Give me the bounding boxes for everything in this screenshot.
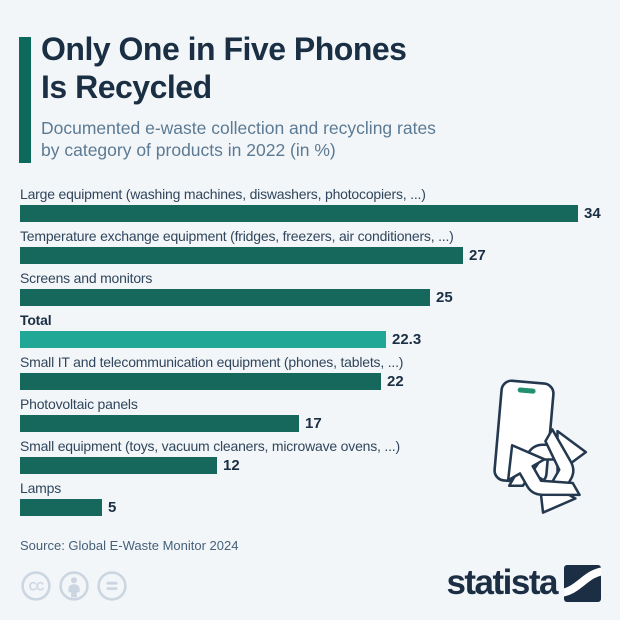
page-title: Only One in Five Phones Is Recycled: [41, 30, 407, 106]
bar: [20, 415, 299, 432]
svg-text:CC: CC: [29, 582, 44, 594]
category-label: Temperature exchange equipment (fridges,…: [20, 228, 454, 244]
attribution-person-icon: [59, 571, 89, 601]
category-label: Large equipment (washing machines, diswa…: [20, 186, 426, 202]
bar: [20, 457, 217, 474]
value-label: 5: [108, 499, 117, 516]
license-icons: CC: [20, 570, 128, 602]
bar: [20, 289, 430, 306]
bar-row: Large equipment (washing machines, diswa…: [20, 186, 605, 222]
bar-chart: Large equipment (washing machines, diswa…: [20, 186, 605, 522]
bar: [20, 205, 578, 222]
value-label: 25: [436, 289, 453, 306]
source-note: Source: Global E-Waste Monitor 2024: [20, 538, 239, 553]
bar-row: Screens and monitors 25: [20, 270, 605, 306]
category-label: Screens and monitors: [20, 270, 153, 286]
title-line-2: Is Recycled: [41, 69, 212, 105]
category-label: Photovoltaic panels: [20, 396, 138, 412]
title-line-1: Only One in Five Phones: [41, 31, 407, 67]
bar-row: Small equipment (toys, vacuum cleaners, …: [20, 438, 605, 474]
chart-subtitle: Documented e-waste collection and recycl…: [41, 117, 436, 161]
bar: [20, 331, 386, 348]
bar: [20, 247, 463, 264]
bar-row: Temperature exchange equipment (fridges,…: [20, 228, 605, 264]
category-label: Small equipment (toys, vacuum cleaners, …: [20, 438, 400, 454]
bar: [20, 499, 102, 516]
category-label: Lamps: [20, 480, 62, 496]
value-label: 34: [584, 205, 601, 222]
value-label: 22.3: [392, 331, 422, 348]
bar-row: Small IT and telecommunication equipment…: [20, 354, 605, 390]
equals-icon: [97, 571, 127, 601]
subtitle-line-2: by category of products in 2022 (in %): [41, 140, 336, 160]
bar: [20, 373, 381, 390]
value-label: 27: [469, 247, 486, 264]
statista-logo: statista: [446, 564, 601, 602]
value-label: 12: [223, 457, 240, 474]
cc-icon: CC: [21, 571, 51, 601]
subtitle-line-1: Documented e-waste collection and recycl…: [41, 118, 436, 138]
bar-row: Photovoltaic panels 17: [20, 396, 605, 432]
bar-row: Total 22.3: [20, 312, 605, 348]
statista-wordmark: statista: [446, 563, 558, 602]
value-label: 22: [387, 373, 404, 390]
category-label: Total: [20, 312, 52, 328]
bar-row: Lamps 5: [20, 480, 605, 516]
title-accent-bar: [19, 37, 31, 163]
statista-logo-mark: [564, 564, 601, 602]
category-label: Small IT and telecommunication equipment…: [20, 354, 404, 370]
value-label: 17: [305, 415, 322, 432]
